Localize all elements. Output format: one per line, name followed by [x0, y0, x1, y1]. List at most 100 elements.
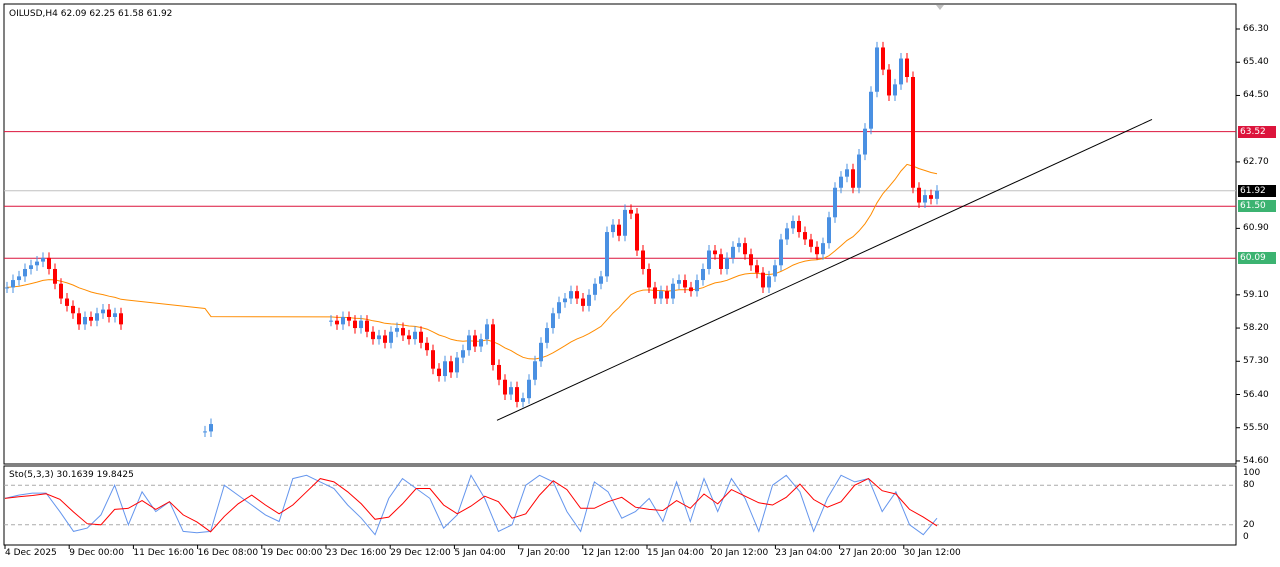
price-axis-label: 64.50 — [1243, 90, 1269, 101]
candle-body — [443, 361, 447, 377]
time-axis-label: 12 Jan 12:00 — [582, 548, 640, 558]
price-axis-label: 65.40 — [1243, 57, 1269, 68]
candle-body — [17, 276, 21, 281]
candle-body — [785, 228, 789, 240]
candle-body — [935, 190, 939, 199]
candle-body — [581, 298, 585, 306]
candle-body — [701, 268, 705, 281]
chart-title: OILUSD,H4 62.09 62.25 61.58 61.92 — [9, 9, 173, 19]
chart-shift-marker-icon[interactable] — [936, 5, 944, 10]
stochastic-signal-line — [4, 478, 938, 533]
candle-body — [95, 313, 99, 321]
candle-body — [521, 398, 525, 402]
candle-body — [617, 224, 621, 236]
candle-body — [923, 195, 927, 203]
candle-body — [455, 357, 459, 373]
candle-body — [353, 320, 357, 329]
candle-body — [497, 364, 501, 380]
candle-body — [479, 339, 483, 347]
candle-body — [743, 243, 747, 255]
moving-average-line — [6, 163, 938, 360]
candle-body — [473, 335, 477, 347]
candle-body — [809, 239, 813, 247]
candle-body — [41, 257, 45, 262]
candle-body — [359, 320, 363, 329]
candle-body — [833, 187, 837, 218]
candle-body — [707, 250, 711, 269]
candle-body — [647, 268, 651, 288]
candle-body — [569, 291, 573, 299]
price-axis-label: 54.60 — [1243, 455, 1269, 466]
price-tag: 61.50 — [1238, 200, 1276, 213]
candle-body — [857, 154, 861, 188]
candle-body — [551, 313, 555, 329]
candle-body — [461, 350, 465, 358]
candle-body — [401, 328, 405, 336]
candle-body — [89, 316, 93, 321]
indicator-level-label: 100 — [1243, 468, 1261, 478]
time-axis-label: 23 Dec 16:00 — [326, 548, 387, 558]
price-axis-label: 55.50 — [1243, 422, 1269, 433]
stochastic-label: Sto(5,3,3) 30.1639 19.8425 — [9, 470, 134, 480]
candle-body — [917, 187, 921, 203]
candle-body — [875, 47, 879, 92]
candle-body — [83, 316, 87, 325]
time-axis-label: 23 Jan 04:00 — [775, 548, 833, 558]
price-axis-label: 62.70 — [1243, 156, 1269, 167]
candle-body — [665, 291, 669, 299]
stochastic-main-line — [4, 474, 938, 536]
candle-body — [845, 169, 849, 177]
candle-body — [773, 265, 777, 277]
candle-body — [749, 254, 753, 266]
candle-body — [545, 328, 549, 343]
candle-body — [641, 250, 645, 269]
candle-body — [803, 232, 807, 240]
time-axis-label: 30 Jan 12:00 — [903, 548, 961, 558]
time-axis-label: 4 Dec 2025 — [5, 548, 57, 558]
candle-body — [11, 280, 15, 288]
candle-body — [467, 335, 471, 351]
candle-body — [539, 342, 543, 362]
candle-body — [731, 246, 735, 258]
time-axis-label: 11 Dec 16:00 — [133, 548, 194, 558]
candle-body — [635, 213, 639, 251]
candle-body — [761, 272, 765, 288]
candle-body — [383, 335, 387, 343]
indicator-level-label: 0 — [1243, 532, 1249, 542]
candle-body — [65, 298, 69, 306]
candle-body — [827, 217, 831, 244]
candle-body — [899, 58, 903, 85]
candle-body — [629, 209, 633, 214]
candle-body — [533, 361, 537, 380]
candle-body — [59, 283, 63, 299]
candle-body — [587, 294, 591, 306]
candle-body — [119, 313, 123, 325]
candle-body — [527, 379, 531, 399]
candle-body — [77, 313, 81, 325]
time-axis-label: 16 Dec 08:00 — [197, 548, 259, 558]
price-axis-label: 56.40 — [1243, 389, 1269, 400]
candle-body — [395, 328, 399, 332]
candle-body — [659, 291, 663, 299]
trendline — [496, 118, 1153, 421]
candle-body — [815, 246, 819, 255]
candle-body — [329, 320, 333, 322]
indicator-frame — [3, 465, 1237, 546]
candle-body — [365, 320, 369, 332]
candle-body — [503, 379, 507, 395]
candle-body — [863, 128, 867, 155]
candle-body — [767, 276, 771, 288]
candle-body — [71, 305, 75, 314]
time-axis-label: 15 Jan 04:00 — [647, 548, 704, 558]
candle-body — [389, 331, 393, 343]
candle-body — [209, 424, 213, 432]
candle-body — [425, 342, 429, 351]
candle-body — [677, 280, 681, 284]
candle-body — [53, 268, 57, 284]
candle-body — [563, 298, 567, 303]
candle-body — [449, 361, 453, 373]
candle-body — [869, 91, 873, 129]
candle-body — [23, 268, 27, 277]
candle-body — [35, 261, 39, 266]
